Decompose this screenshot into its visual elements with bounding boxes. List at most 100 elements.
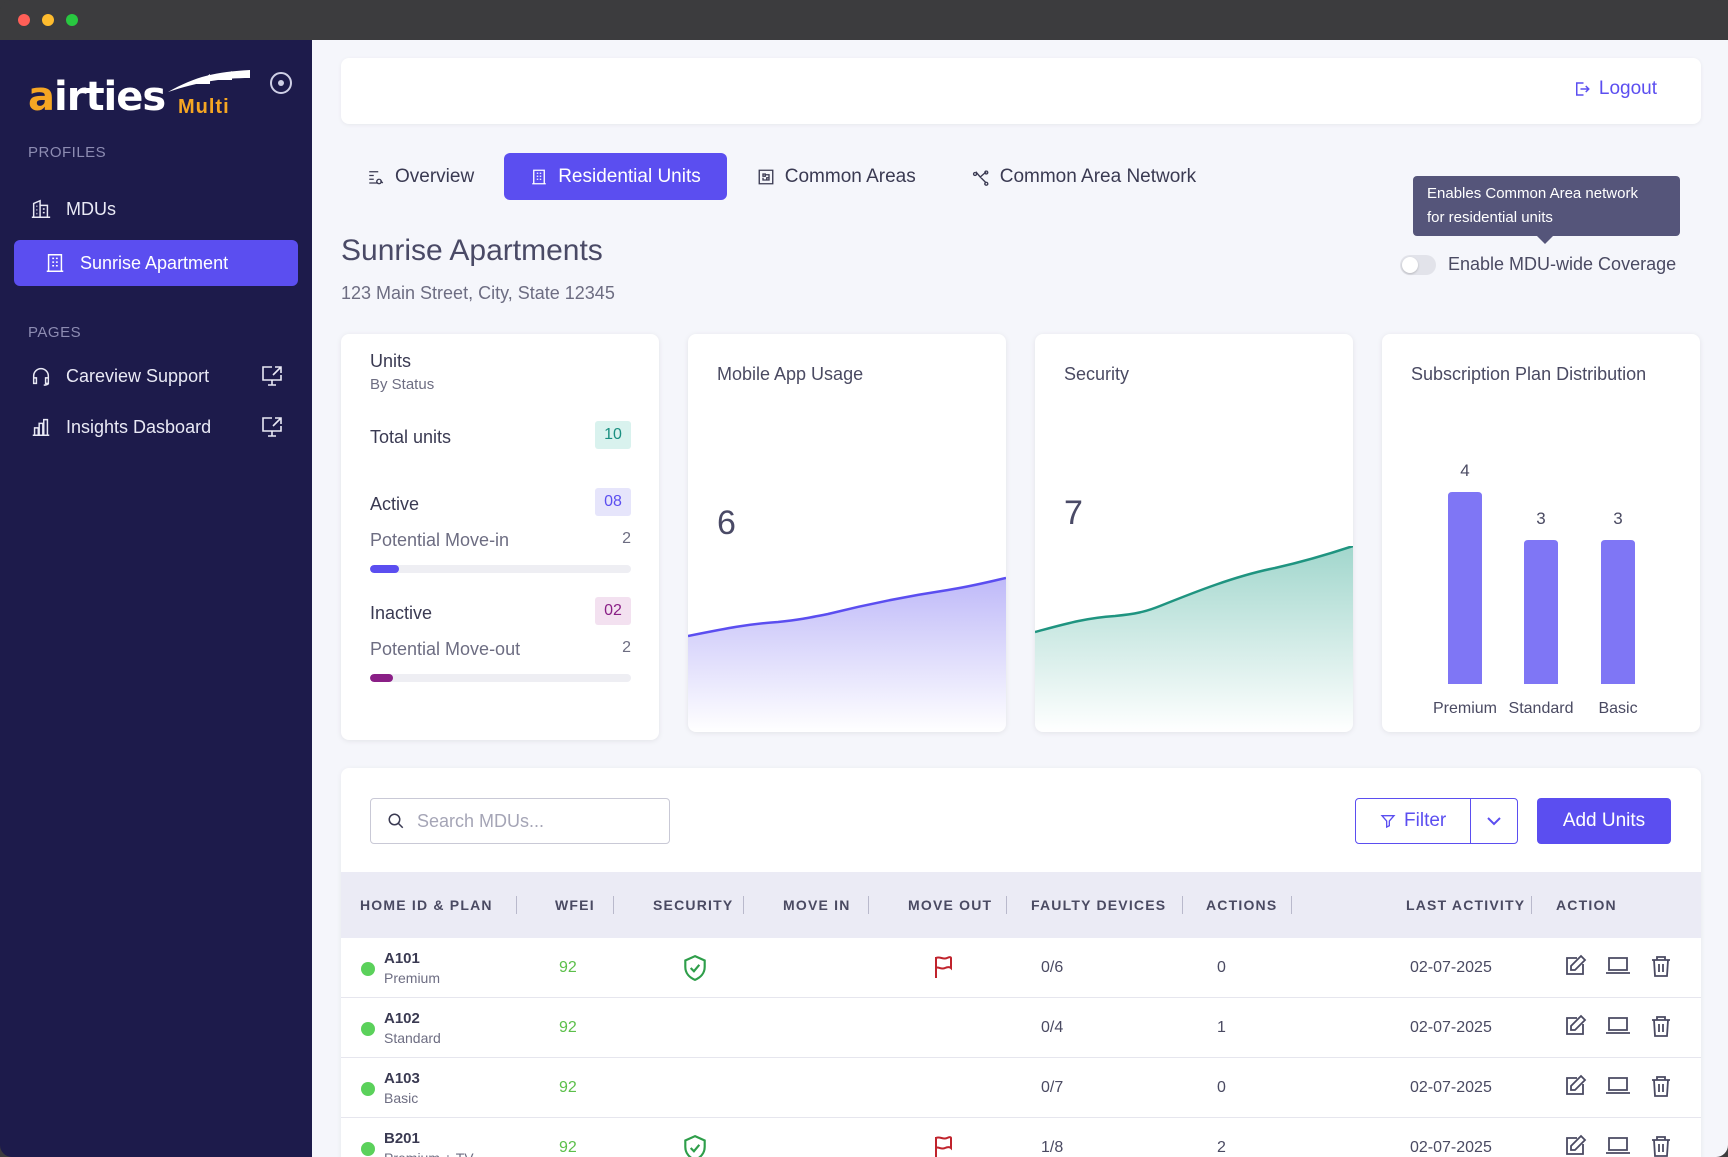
- last-activity-date: 02-07-2025: [1410, 1019, 1492, 1036]
- sidebar-item-label: MDUs: [66, 198, 116, 219]
- tab-common-areas[interactable]: Common Areas: [731, 153, 942, 200]
- delete-icon[interactable]: [1649, 1074, 1673, 1098]
- actions-count: 0: [1217, 959, 1226, 976]
- external-screen-icon[interactable]: [260, 416, 284, 438]
- sidebar: airties Multi PROFILES MDUs Sunrise Apar…: [0, 40, 312, 1157]
- header-wfei[interactable]: WFEI: [555, 897, 595, 913]
- units-table-card: Filter Add Units HOME ID & PLAN WFEI SEC…: [341, 768, 1701, 1157]
- status-online-dot: [361, 1022, 375, 1036]
- header-home-id-plan[interactable]: HOME ID & PLAN: [360, 897, 493, 913]
- header-security[interactable]: SECURITY: [653, 897, 734, 913]
- search-input[interactable]: [417, 810, 657, 832]
- header-faulty-devices[interactable]: FAULTY DEVICES: [1031, 897, 1167, 913]
- maximize-window-button[interactable]: [66, 14, 78, 26]
- security-shield-icon: [684, 954, 706, 982]
- subscription-plan-card: Subscription Plan Distribution 4 Premium 3…: [1382, 334, 1700, 732]
- close-window-button[interactable]: [18, 14, 30, 26]
- filter-label: Filter: [1404, 810, 1447, 831]
- home-id[interactable]: A102: [384, 1010, 420, 1027]
- device-icon[interactable]: [1605, 1074, 1631, 1098]
- tab-bar: Overview Residential Units Common Areas …: [341, 153, 1226, 201]
- faulty-devices-value: 0/6: [1041, 959, 1064, 976]
- delete-button[interactable]: [1649, 954, 1673, 983]
- table-row[interactable]: B201 Premium + TV 92 1/8 2 02-07-2025: [341, 1118, 1701, 1157]
- external-screen-icon[interactable]: [260, 365, 284, 387]
- table-row[interactable]: A101 Premium 92 0/6 0 02-07-2025: [341, 938, 1701, 998]
- category-label: Standard: [1509, 700, 1574, 717]
- inactive-units-row: Inactive 02: [370, 597, 631, 625]
- move-out-cell: [931, 1134, 955, 1157]
- filter-icon: [1380, 815, 1396, 829]
- home-id[interactable]: A103: [384, 1070, 420, 1087]
- sidebar-item-sunrise-apartment[interactable]: Sunrise Apartment: [14, 240, 298, 286]
- header-separator: [613, 896, 614, 914]
- overview-icon: [369, 170, 384, 184]
- sidebar-item-mdus[interactable]: MDUs: [14, 186, 298, 232]
- table-header: HOME ID & PLAN WFEI SECURITY MOVE IN MOV…: [341, 872, 1701, 938]
- actions-count: 1: [1217, 1019, 1226, 1036]
- coverage-label: Enable MDU-wide Coverage: [1448, 254, 1677, 274]
- edit-icon[interactable]: [1563, 1014, 1587, 1038]
- tab-residential-units[interactable]: Residential Units: [504, 153, 727, 200]
- device-button[interactable]: [1605, 954, 1631, 983]
- device-icon[interactable]: [1605, 1014, 1631, 1038]
- active-units-row: Active 08: [370, 488, 631, 516]
- delete-button[interactable]: [1649, 1074, 1673, 1103]
- move-out-progress-fill: [370, 674, 394, 682]
- device-button[interactable]: [1605, 1014, 1631, 1043]
- header-action[interactable]: ACTION: [1556, 897, 1617, 913]
- delete-button[interactable]: [1649, 1134, 1673, 1157]
- bar-premium: [1448, 492, 1482, 684]
- minimize-window-button[interactable]: [42, 14, 54, 26]
- tab-overview[interactable]: Overview: [341, 153, 500, 200]
- header-last-activity[interactable]: LAST ACTIVITY: [1406, 897, 1526, 913]
- edit-button[interactable]: [1563, 1014, 1587, 1043]
- edit-button[interactable]: [1563, 1074, 1587, 1103]
- sidebar-item-label: Careview Support: [66, 365, 210, 386]
- total-units-row: Total units 10: [370, 421, 631, 449]
- edit-icon[interactable]: [1563, 954, 1587, 978]
- add-units-button[interactable]: Add Units: [1537, 798, 1671, 844]
- faulty-devices-value: 1/8: [1041, 1139, 1064, 1156]
- delete-icon[interactable]: [1649, 954, 1673, 978]
- sidebar-item-careview-support[interactable]: Careview Support: [14, 353, 298, 399]
- header-move-in[interactable]: MOVE IN: [783, 897, 851, 913]
- active-units-badge: 08: [595, 488, 631, 516]
- logout-button[interactable]: Logout: [1573, 78, 1657, 100]
- device-button[interactable]: [1605, 1134, 1631, 1157]
- tab-common-area-network[interactable]: Common Area Network: [946, 153, 1222, 200]
- sidebar-item-insights-dashboard[interactable]: Insights Dasboard: [14, 404, 298, 450]
- edit-button[interactable]: [1563, 954, 1587, 983]
- home-id[interactable]: A101: [384, 950, 420, 967]
- device-icon[interactable]: [1605, 1134, 1631, 1157]
- profiles-section-label: PROFILES: [28, 144, 107, 161]
- header-actions[interactable]: ACTIONS: [1206, 897, 1278, 913]
- page-address: 123 Main Street, City, State 12345: [341, 283, 615, 303]
- header-move-out[interactable]: MOVE OUT: [908, 897, 993, 913]
- status-online-dot: [361, 962, 375, 976]
- tab-label: Common Area Network: [999, 165, 1197, 187]
- edit-icon[interactable]: [1563, 1134, 1587, 1157]
- table-row[interactable]: A102 Standard 92 0/4 1 02-07-2025: [341, 998, 1701, 1058]
- coverage-toggle-switch[interactable]: [1400, 254, 1436, 275]
- home-id[interactable]: B201: [384, 1130, 420, 1147]
- filter-button[interactable]: Filter: [1356, 799, 1472, 843]
- edit-button[interactable]: [1563, 1134, 1587, 1157]
- inactive-units-badge: 02: [595, 597, 631, 625]
- delete-icon[interactable]: [1649, 1014, 1673, 1038]
- delete-button[interactable]: [1649, 1014, 1673, 1043]
- device-icon[interactable]: [1605, 954, 1631, 978]
- move-out-cell: [931, 954, 955, 985]
- pages-section-label: PAGES: [28, 324, 82, 341]
- edit-icon[interactable]: [1563, 1074, 1587, 1098]
- wfei-value: 92: [559, 959, 577, 976]
- device-button[interactable]: [1605, 1074, 1631, 1103]
- sidebar-toggle-button[interactable]: [270, 72, 292, 94]
- logout-label: Logout: [1598, 78, 1657, 99]
- security-cell: [682, 1134, 708, 1157]
- delete-icon[interactable]: [1649, 1134, 1673, 1157]
- last-activity-date: 02-07-2025: [1410, 959, 1492, 976]
- filter-dropdown-button[interactable]: [1471, 799, 1517, 843]
- table-row[interactable]: A103 Basic 92 0/7 0 02-07-2025: [341, 1058, 1701, 1118]
